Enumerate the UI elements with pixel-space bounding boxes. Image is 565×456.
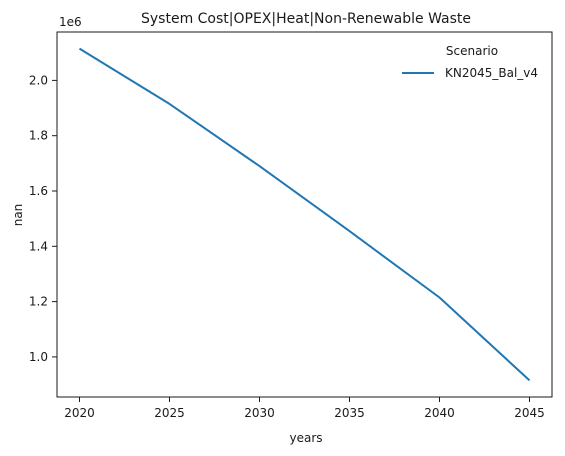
y-tick-label: 1.0 [29,350,48,364]
x-tick-label: 2020 [64,406,95,420]
x-tick-label: 2025 [154,406,185,420]
chart-title: System Cost|OPEX|Heat|Non-Renewable Wast… [141,11,471,27]
series-layer [78,47,531,382]
y-axis-ticks: 1.0 1.2 1.4 1.6 1.8 2.0 [29,73,57,364]
x-tick-label: 2030 [244,406,275,420]
plot-frame [56,31,553,398]
x-tick-label: 2045 [514,406,545,420]
legend-title: Scenario [446,44,498,58]
y-tick-label: 2.0 [29,73,48,87]
legend: Scenario KN2045_Bal_v4 [402,44,538,80]
x-tick-label: 2040 [424,406,455,420]
y-axis-label: nan [11,204,25,227]
y-tick-label: 1.2 [29,295,48,309]
x-axis-label: years [289,431,322,445]
y-tick-label: 1.6 [29,184,48,198]
x-tick-label: 2035 [334,406,365,420]
series-line-kn2045-bal-v4 [78,47,531,382]
plot-area [56,31,553,398]
y-offset-label: 1e6 [59,15,82,29]
legend-entry-label: KN2045_Bal_v4 [445,66,538,80]
y-tick-label: 1.8 [29,129,48,143]
x-axis-ticks: 2020 2025 2030 2035 2040 2045 [64,397,545,420]
y-tick-label: 1.4 [29,239,48,253]
